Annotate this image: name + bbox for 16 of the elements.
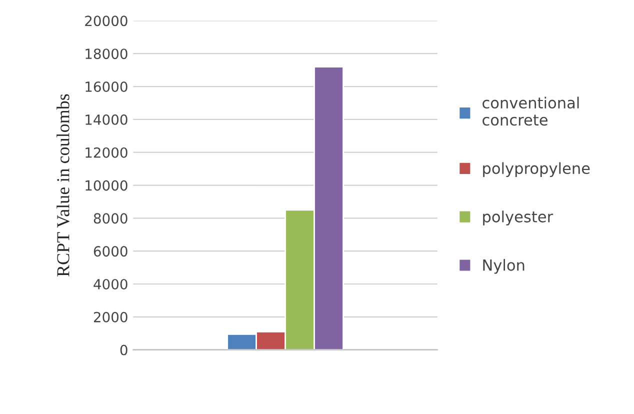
y-tick-label: 4000 [94,278,128,290]
y-tick-label: 0 [120,344,128,356]
legend-label: conventional concrete [482,96,579,126]
y-tick-label: 6000 [94,246,128,257]
y-tick-label: 14000 [86,114,128,125]
y-tick-label: 20000 [85,16,128,26]
legend-label: Nylon [483,259,524,274]
legend-label: polyester [483,210,554,226]
y-tick-label: 18000 [86,48,128,60]
y-tick-label: 16000 [86,81,128,92]
legend-label: polypropylene [483,162,590,178]
y-tick-label: 12000 [86,147,128,158]
y-axis-title: RCPT Value in coulombs [56,94,70,276]
y-tick-label: 8000 [94,213,128,224]
y-tick-label: 2000 [94,312,128,322]
y-tick-label: 10000 [86,180,128,191]
